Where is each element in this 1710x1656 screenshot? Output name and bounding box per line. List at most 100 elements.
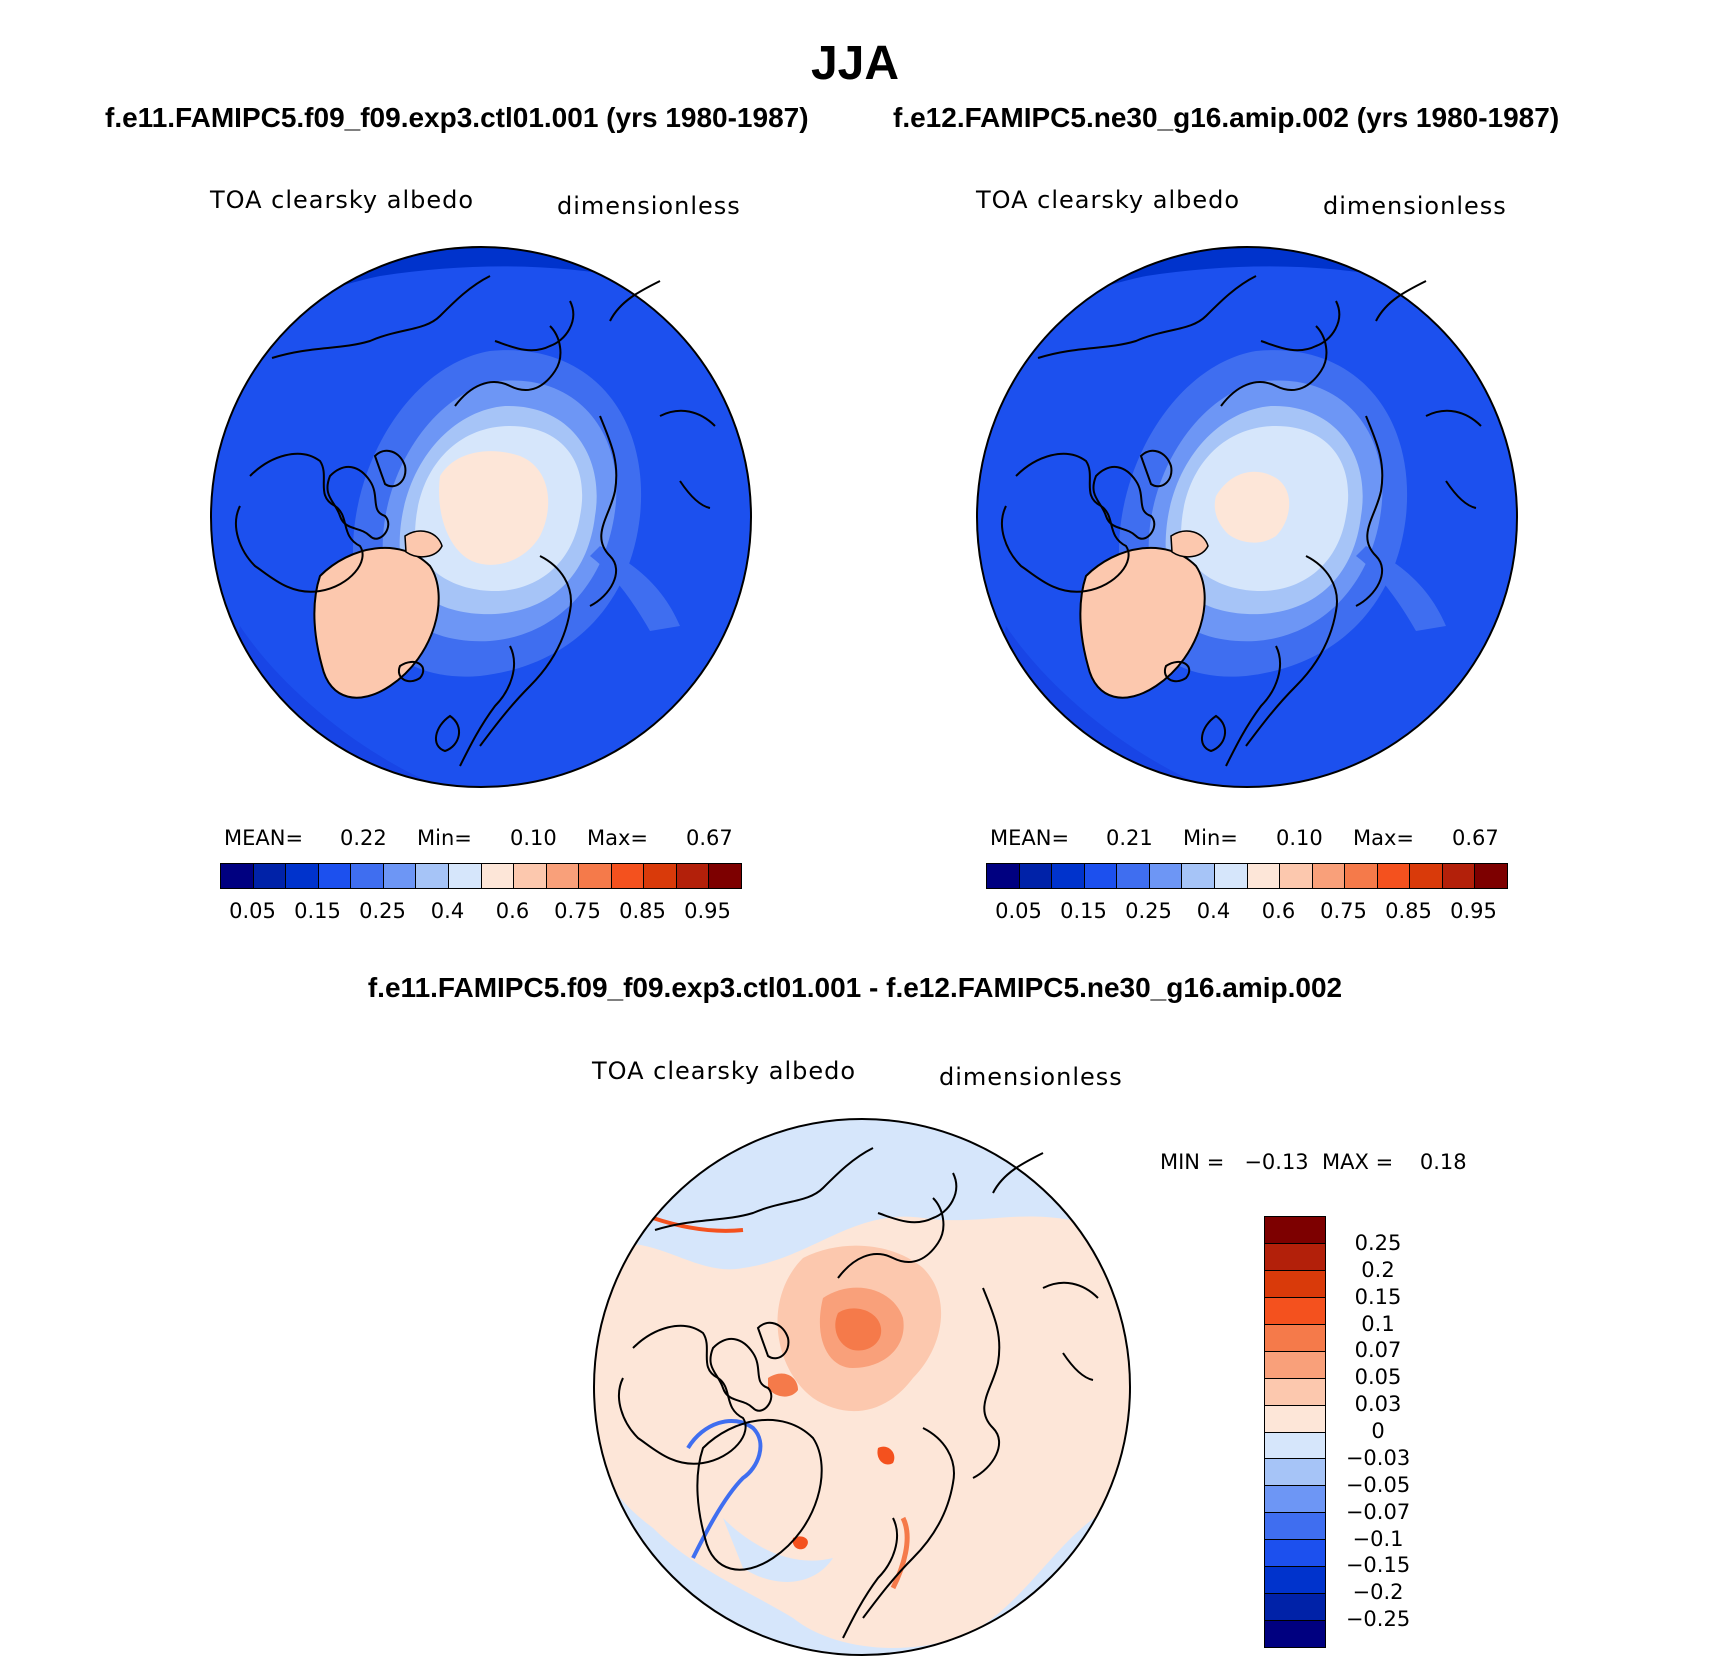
colorbar-tick-label: 0.05	[995, 899, 1042, 923]
colorbar-swatch	[1265, 1486, 1325, 1514]
colorbar-tick-label: 0.1	[1361, 1311, 1395, 1336]
colorbar-tick-label: −0.25	[1345, 1607, 1411, 1632]
colorbar-swatch	[1117, 864, 1150, 888]
colorbar-swatch	[1265, 1243, 1325, 1271]
colorbar-swatch	[1410, 864, 1443, 888]
colorbar-swatch	[448, 864, 482, 888]
colorbar-tick-label: −0.1	[1352, 1526, 1404, 1551]
colorbar-swatch	[286, 864, 319, 888]
colorbar-tick-label: 0.4	[430, 899, 465, 923]
diff-case-title: f.e11.FAMIPC5.f09_f09.exp3.ctl01.001 - f…	[367, 972, 1343, 1003]
panel1-case-title: f.e11.FAMIPC5.f09_f09.exp3.ctl01.001 (yr…	[105, 102, 809, 133]
panel1-min-value: 0.10	[510, 826, 557, 850]
panel1-variable-label: TOA clearsky albedo	[210, 186, 475, 214]
colorbar-tick-label: 0.95	[684, 899, 731, 923]
colorbar-swatch	[351, 864, 384, 888]
colorbar-swatch	[1149, 864, 1183, 888]
colorbar-swatch	[1084, 864, 1118, 888]
colorbar-tick-label: 0.85	[619, 899, 666, 923]
colorbar-swatch	[709, 864, 741, 888]
colorbar-tick-label: 0.85	[1385, 899, 1432, 923]
diff-minmax-label: MIN = −0.13 MAX = 0.18	[1160, 1150, 1467, 1174]
colorbar-swatch	[1052, 864, 1085, 888]
colorbar-swatch	[514, 864, 547, 888]
colorbar-swatch	[416, 864, 449, 888]
colorbar-tick-label: −0.15	[1345, 1553, 1411, 1578]
colorbar-swatch	[1265, 1621, 1325, 1647]
colorbar-tick-label: −0.07	[1345, 1499, 1411, 1524]
page-title: JJA	[810, 37, 900, 90]
colorbar-swatch	[1265, 1567, 1325, 1595]
panel2-variable-label: TOA clearsky albedo	[976, 186, 1241, 214]
colorbar-swatch	[644, 864, 677, 888]
colorbar-swatch	[1280, 864, 1313, 888]
panel2-colorbar	[986, 863, 1508, 889]
colorbar-tick-label: 0.05	[229, 899, 276, 923]
colorbar-swatch	[579, 864, 612, 888]
colorbar-swatch	[1265, 1513, 1325, 1541]
colorbar-swatch	[481, 864, 515, 888]
colorbar-swatch	[546, 864, 580, 888]
colorbar-tick-label: 0.95	[1450, 899, 1497, 923]
colorbar-swatch	[1312, 864, 1346, 888]
colorbar-tick-label: 0.6	[495, 899, 530, 923]
colorbar-tick-label: 0.03	[1354, 1392, 1402, 1417]
panel2-mean-value: 0.21	[1106, 826, 1153, 850]
colorbar-swatch	[253, 864, 287, 888]
colorbar-tick-label: 0	[1371, 1419, 1385, 1443]
diff-units-label: dimensionless	[939, 1063, 1123, 1091]
colorbar-tick-label: 0.07	[1354, 1338, 1402, 1363]
colorbar-tick-label: 0.2	[1361, 1257, 1395, 1282]
colorbar-swatch	[1265, 1432, 1325, 1460]
panel1-polar-map	[210, 246, 752, 788]
colorbar-tick-label: 0.15	[1060, 899, 1107, 923]
panel2-min-value: 0.10	[1276, 826, 1323, 850]
colorbar-tick-label: 0.75	[554, 899, 601, 923]
colorbar-tick-label: 0.25	[359, 899, 406, 923]
colorbar-tick-label: 0.75	[1320, 899, 1367, 923]
panel1-min-label: Min=	[417, 826, 472, 850]
colorbar-swatch	[1265, 1351, 1325, 1379]
panel2-polar-map	[976, 246, 1518, 788]
colorbar-tick-label: 0.15	[294, 899, 341, 923]
colorbar-swatch	[1019, 864, 1053, 888]
panel1-mean-value: 0.22	[340, 826, 387, 850]
colorbar-tick-label: −0.05	[1345, 1472, 1411, 1497]
colorbar-swatch	[987, 864, 1020, 888]
colorbar-swatch	[383, 864, 417, 888]
colorbar-swatch	[1345, 864, 1378, 888]
panel2-max-value: 0.67	[1452, 826, 1499, 850]
colorbar-tick-label: 0.6	[1261, 899, 1296, 923]
colorbar-tick-label: 0.15	[1354, 1284, 1402, 1309]
diff-polar-map	[593, 1118, 1131, 1656]
colorbar-swatch	[1265, 1378, 1325, 1406]
colorbar-swatch	[676, 864, 710, 888]
colorbar-swatch	[1182, 864, 1215, 888]
colorbar-tick-label: −0.03	[1345, 1445, 1411, 1470]
colorbar-swatch	[1442, 864, 1476, 888]
colorbar-swatch	[1265, 1540, 1325, 1568]
panel2-mean-label: MEAN=	[990, 826, 1070, 850]
panel2-max-label: Max=	[1353, 826, 1415, 850]
colorbar-swatch	[318, 864, 352, 888]
colorbar-swatch	[1265, 1405, 1325, 1433]
panel1-max-value: 0.67	[686, 826, 733, 850]
colorbar-swatch	[1265, 1594, 1325, 1622]
colorbar-swatch	[1265, 1297, 1325, 1325]
colorbar-swatch	[1247, 864, 1281, 888]
panel2-min-label: Min=	[1183, 826, 1238, 850]
colorbar-swatch	[1475, 864, 1507, 888]
panel1-units-label: dimensionless	[557, 192, 741, 220]
colorbar-swatch	[1214, 864, 1248, 888]
colorbar-tick-label: 0.25	[1125, 899, 1172, 923]
colorbar-swatch	[1265, 1324, 1325, 1352]
panel2-units-label: dimensionless	[1323, 192, 1507, 220]
panel2-case-title: f.e12.FAMIPC5.ne30_g16.amip.002 (yrs 198…	[893, 102, 1560, 133]
colorbar-swatch	[1265, 1270, 1325, 1298]
colorbar-swatch	[611, 864, 645, 888]
colorbar-tick-label: 0.4	[1196, 899, 1231, 923]
colorbar-tick-label: 0.05	[1354, 1365, 1402, 1390]
colorbar-swatch	[1265, 1217, 1325, 1244]
panel1-mean-label: MEAN=	[224, 826, 304, 850]
diff-colorbar	[1264, 1216, 1326, 1648]
